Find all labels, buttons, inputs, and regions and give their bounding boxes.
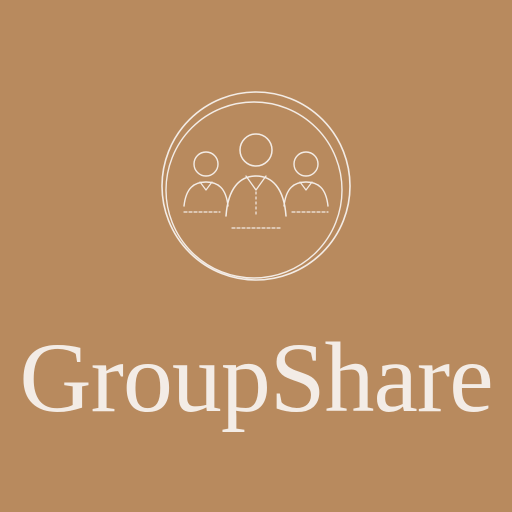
brand-name: GroupShare <box>19 322 493 433</box>
group-people-icon <box>150 90 362 290</box>
